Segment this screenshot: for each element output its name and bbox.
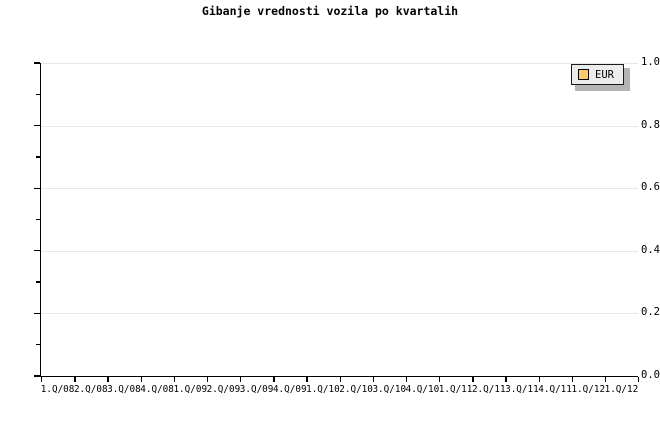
x-tick [472,377,474,382]
y-tick-major [34,312,40,315]
x-axis-label: 4.Q/09 [272,384,307,395]
x-axis-label: 3.Q/10 [372,384,407,395]
legend-swatch-icon [578,69,589,80]
plot-area [41,63,638,377]
x-tick [206,377,209,382]
y-tick-minor [36,344,40,346]
x-tick [439,377,441,382]
x-tick [571,377,574,382]
x-axis-label: 4.Q/10 [405,384,440,395]
gridline-y [41,250,638,252]
gridline-y [41,63,638,64]
y-tick-minor [36,281,40,283]
chart-title: Gibanje vrednosti vozila po kvartalih [201,4,459,18]
x-axis-label: 4.Q/08 [140,384,174,395]
y-tick-major [34,375,40,377]
y-axis-label: 0.2 [641,306,660,319]
x-tick [173,377,176,382]
x-tick [538,377,540,382]
x-axis-label: 2.Q/10 [339,384,373,395]
y-axis-label: 0.8 [641,118,660,131]
x-tick [339,377,341,382]
y-tick-major [34,250,40,252]
x-tick [273,377,275,382]
x-tick [107,377,109,382]
x-axis-label: 1.Q/12 [571,384,606,395]
gridline-y [41,313,638,315]
x-axis-label: 4.Q/11 [538,384,572,395]
x-axis-label: 3.Q/11 [505,384,539,395]
x-axis-line [40,376,638,378]
x-tick [604,377,607,382]
x-axis-label: 2.Q/11 [471,384,506,395]
gridline-y [41,188,638,190]
y-tick-major [34,187,40,189]
x-tick [41,377,43,382]
chart-legend[interactable]: EUR [571,64,624,85]
y-tick-minor [36,156,40,158]
x-axis-label: 1.Q/08 [40,384,75,395]
x-tick [74,377,76,382]
x-tick [638,377,640,382]
x-tick [140,377,142,382]
x-axis-label: 1.Q/12 [604,384,639,395]
x-axis-label: 2.Q/08 [73,384,108,395]
y-tick-major [34,62,40,64]
x-axis-label: 1.Q/10 [306,384,340,395]
gridline-y [41,125,638,127]
y-axis-label: 0.0 [641,369,660,381]
x-axis-label: 3.Q/09 [239,384,274,395]
x-axis-label: 1.Q/09 [173,384,208,395]
y-axis-label: 1.0 [641,56,660,68]
y-axis-label: 0.6 [641,181,660,194]
y-tick-major [34,124,40,127]
x-tick [405,377,408,382]
y-axis-label: 0.4 [641,243,660,256]
y-axis-line [40,63,42,377]
x-axis-label: 1.Q/11 [438,384,473,395]
y-tick-minor [36,218,40,221]
y-tick-minor [36,93,40,95]
x-axis-label: 2.Q/09 [206,384,241,395]
x-tick [306,377,308,382]
x-tick [240,377,242,382]
legend-label-eur: EUR [595,68,614,81]
x-tick [505,377,507,382]
x-axis-label: 3.Q/08 [107,384,141,395]
x-tick [372,377,375,382]
